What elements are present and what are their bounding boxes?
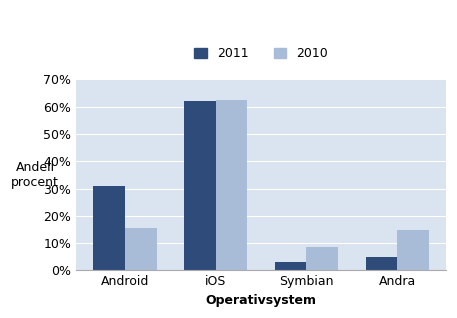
Bar: [397, 230, 429, 271]
X-axis label: Operativsystem: Operativsystem: [206, 294, 317, 307]
Bar: [366, 257, 397, 271]
Bar: [184, 101, 216, 271]
Bar: [216, 100, 247, 271]
Bar: [275, 262, 307, 271]
Legend: 2011, 2010: 2011, 2010: [194, 47, 328, 60]
Y-axis label: Andeli
procent: Andeli procent: [11, 161, 59, 189]
Bar: [307, 247, 338, 271]
Bar: [93, 186, 125, 271]
Bar: [125, 228, 157, 271]
